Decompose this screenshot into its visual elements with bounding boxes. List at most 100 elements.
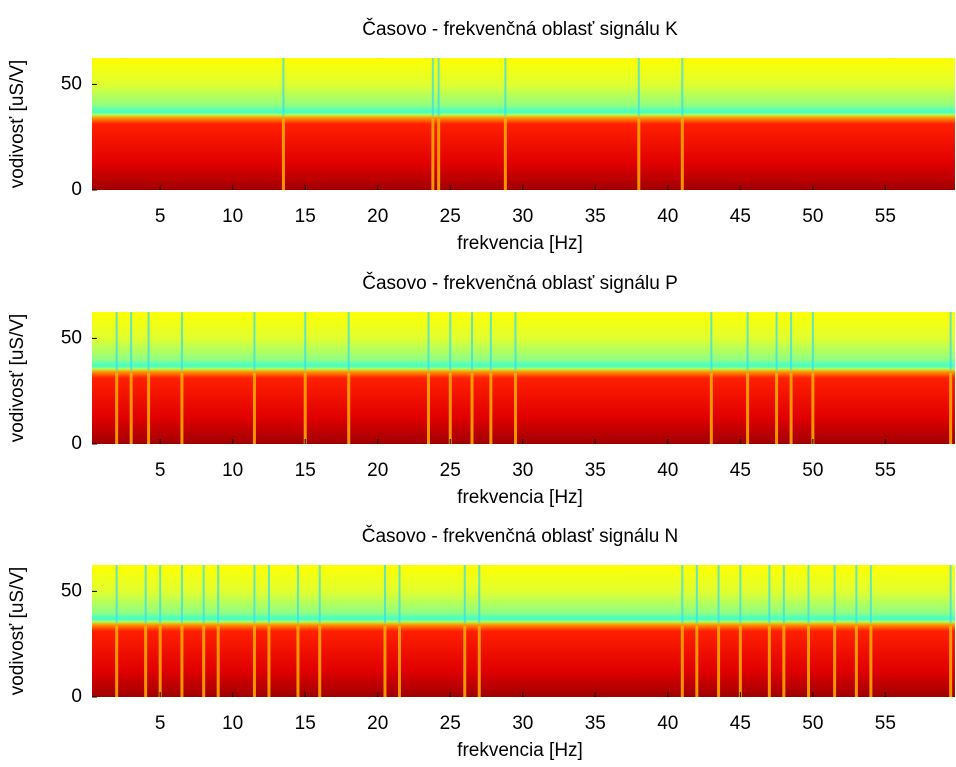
stripe-low [637,118,641,190]
x-tick-label: 45 [730,460,751,481]
stripe-low [303,372,307,444]
y-tick-label: 50 [61,327,82,348]
stripe-high [267,565,270,624]
heatmap [92,58,955,190]
x-tick-label: 10 [222,713,243,734]
x-tick-label: 5 [155,713,166,734]
heatmap [92,565,955,697]
x-tick-label: 55 [875,206,896,227]
stripe-high [637,58,640,117]
stripe-low [347,372,351,444]
stripe-low [252,372,256,444]
stripe-high [437,58,440,117]
y-tick-label: 0 [71,179,82,200]
stripe-low [318,625,322,697]
stripe-high [202,565,205,624]
stripe-low [789,372,793,444]
stripe-low [144,625,148,697]
stripe-low [431,118,435,190]
stripe-low [695,625,699,697]
stripe-high [504,58,507,117]
stripe-high [180,312,183,371]
stripe-low [709,372,713,444]
stripe-high [514,312,517,371]
stripe-high [144,565,147,624]
stripe-high [710,312,713,371]
stripe-low [489,372,493,444]
stripe-low [115,372,119,444]
stripe-low [782,625,786,697]
x-tick-label: 45 [730,206,751,227]
stripe-high [147,312,150,371]
stripe-high [253,312,256,371]
stripe-high [807,565,810,624]
x-tick-label: 20 [367,713,388,734]
x-tick-label: 20 [367,460,388,481]
x-axis-label: frekvencia [Hz] [457,487,583,508]
x-tick-label: 15 [295,460,316,481]
stripe-high [347,312,350,371]
y-tick-label: 0 [71,686,82,707]
stripe-high [471,312,474,371]
stripe-high [768,565,771,624]
chart-title: Časovo - frekvenčná oblasť signálu P [362,272,678,294]
stripe-low [869,625,873,697]
stripe-low [477,625,481,697]
stripe-low [397,625,401,697]
x-tick-label: 40 [657,206,678,227]
stripe-high [681,58,684,117]
stripe-low [129,372,133,444]
x-tick-label: 35 [585,206,606,227]
stripe-low [767,625,771,697]
stripe-low [115,625,119,697]
stripe-high [869,565,872,624]
stripe-low [680,118,684,190]
stripe-high [717,565,720,624]
y-axis-label: vodivosť [uS/V] [7,567,28,696]
y-tick-label: 0 [71,433,82,454]
stripe-high [304,312,307,371]
stripe-low [180,625,184,697]
x-axis-label: frekvencia [Hz] [457,740,583,761]
stripe-high [253,565,256,624]
x-tick-label: 5 [155,206,166,227]
stripe-high [217,565,220,624]
stripe-low [463,625,467,697]
x-tick-label: 15 [295,206,316,227]
y-tick-label: 50 [61,580,82,601]
stripe-low [426,372,430,444]
stripe-low [854,625,858,697]
x-tick-label: 40 [657,460,678,481]
stripe-low [680,625,684,697]
x-tick-label: 25 [440,713,461,734]
stripe-high [811,312,814,371]
stripe-high [431,58,434,117]
stripe-low [807,625,811,697]
x-tick-label: 30 [512,713,533,734]
stripe-low [833,625,837,697]
stripe-high [180,565,183,624]
y-axis-label: vodivosť [uS/V] [7,314,28,443]
stripe-high [739,565,742,624]
x-tick-label: 55 [875,713,896,734]
chart-title: Časovo - frekvenčná oblasť signálu N [362,525,679,547]
x-tick-label: 45 [730,713,751,734]
stripe-high [427,312,430,371]
stripe-low [296,625,300,697]
stripe-low [383,625,387,697]
x-tick-label: 35 [585,460,606,481]
stripe-low [437,118,441,190]
heatmap [92,312,955,444]
stripe-high [159,565,162,624]
stripe-low [252,625,256,697]
stripe-high [282,58,285,117]
stripe-high [855,565,858,624]
stripe-high [775,312,778,371]
chart-title: Časovo - frekvenčná oblasť signálu K [362,18,678,40]
stripe-low [503,118,507,190]
stripe-low [949,625,953,697]
stripe-high [782,565,785,624]
x-tick-label: 5 [155,460,166,481]
stripe-high [115,312,118,371]
